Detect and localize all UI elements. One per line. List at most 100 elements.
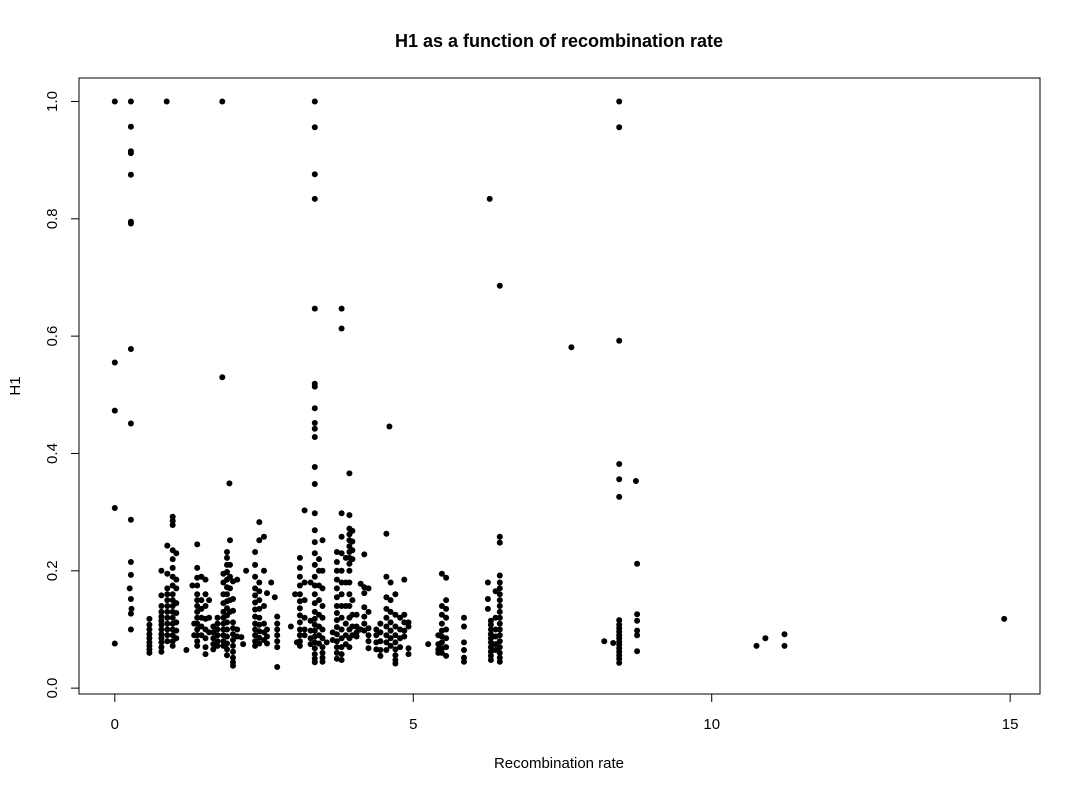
data-point	[443, 644, 450, 651]
y-tick-label: 0.6	[44, 326, 61, 347]
data-point	[238, 634, 245, 641]
data-point	[762, 635, 769, 642]
data-point	[202, 603, 209, 609]
data-point	[307, 627, 314, 634]
data-point	[158, 567, 165, 574]
data-point	[210, 629, 217, 636]
data-point	[264, 590, 270, 597]
data-point	[616, 655, 623, 662]
data-point	[383, 639, 390, 646]
data-point	[365, 625, 372, 632]
data-point	[492, 641, 499, 648]
data-point	[158, 603, 165, 609]
data-point	[230, 662, 236, 669]
data-point	[311, 98, 318, 105]
data-point	[268, 579, 275, 586]
data-point	[274, 638, 281, 645]
x-axis: 0 5 10 15	[111, 693, 1019, 733]
data-point	[634, 560, 641, 567]
data-point	[224, 554, 230, 561]
data-point	[111, 359, 118, 366]
data-point	[311, 195, 318, 202]
x-tick-label: 5	[409, 716, 417, 733]
data-point	[361, 551, 368, 558]
data-point	[346, 591, 353, 598]
data-point	[338, 657, 345, 663]
data-point	[126, 585, 133, 592]
data-point	[377, 638, 384, 645]
data-point	[169, 556, 176, 563]
data-point	[438, 649, 445, 656]
data-point	[616, 617, 623, 624]
data-point	[346, 470, 353, 477]
data-point	[146, 626, 153, 633]
data-point	[261, 603, 267, 609]
data-point	[224, 626, 230, 633]
data-point	[296, 638, 303, 645]
data-point	[405, 619, 412, 626]
data-point	[319, 585, 326, 592]
data-point	[127, 571, 134, 578]
data-point	[401, 611, 408, 618]
data-point	[158, 617, 165, 624]
data-point	[484, 596, 491, 602]
data-point	[319, 567, 326, 574]
chart-title: H1 as a function of recombination rate	[395, 31, 723, 51]
data-point	[214, 642, 221, 649]
data-point	[492, 614, 499, 621]
data-point	[346, 579, 353, 586]
data-point	[487, 648, 494, 655]
data-point	[781, 631, 788, 638]
data-point	[164, 585, 171, 592]
data-point	[158, 608, 165, 615]
data-point	[164, 542, 171, 549]
data-point	[127, 516, 134, 523]
data-point	[169, 564, 176, 571]
data-point	[349, 623, 356, 630]
data-point	[333, 638, 340, 645]
data-point	[338, 651, 345, 658]
data-point	[227, 585, 233, 592]
data-point	[194, 564, 201, 571]
data-point	[194, 591, 201, 598]
data-point	[349, 547, 356, 554]
data-point	[256, 614, 263, 621]
data-point	[256, 579, 263, 586]
data-point	[296, 619, 303, 626]
data-point	[264, 633, 270, 640]
data-point	[397, 644, 404, 651]
data-point	[194, 620, 201, 627]
data-point	[383, 623, 390, 630]
data-point	[392, 639, 399, 646]
y-tick-label: 0.2	[44, 560, 61, 581]
x-tick-label: 15	[1002, 716, 1019, 733]
data-point	[214, 632, 221, 639]
data-point	[227, 573, 233, 580]
data-point	[311, 561, 318, 568]
data-point	[496, 533, 503, 540]
data-point	[361, 604, 368, 611]
data-point	[405, 645, 412, 652]
data-point	[111, 505, 118, 511]
data-point	[487, 621, 494, 628]
data-point	[194, 608, 201, 615]
data-point	[230, 648, 236, 655]
data-point	[243, 567, 250, 574]
data-point	[311, 420, 318, 426]
data-point	[256, 605, 263, 612]
data-point	[319, 635, 326, 642]
data-point	[224, 646, 230, 653]
data-point	[383, 573, 390, 580]
data-point	[214, 620, 221, 627]
data-point	[198, 597, 205, 604]
data-point	[361, 620, 368, 627]
data-point	[230, 596, 236, 602]
data-point	[256, 621, 263, 628]
data-point	[230, 607, 236, 614]
data-point	[387, 635, 394, 642]
data-point	[234, 626, 241, 633]
data-point	[127, 610, 134, 617]
data-point	[349, 611, 356, 618]
data-point	[333, 617, 340, 624]
data-point	[438, 620, 445, 627]
